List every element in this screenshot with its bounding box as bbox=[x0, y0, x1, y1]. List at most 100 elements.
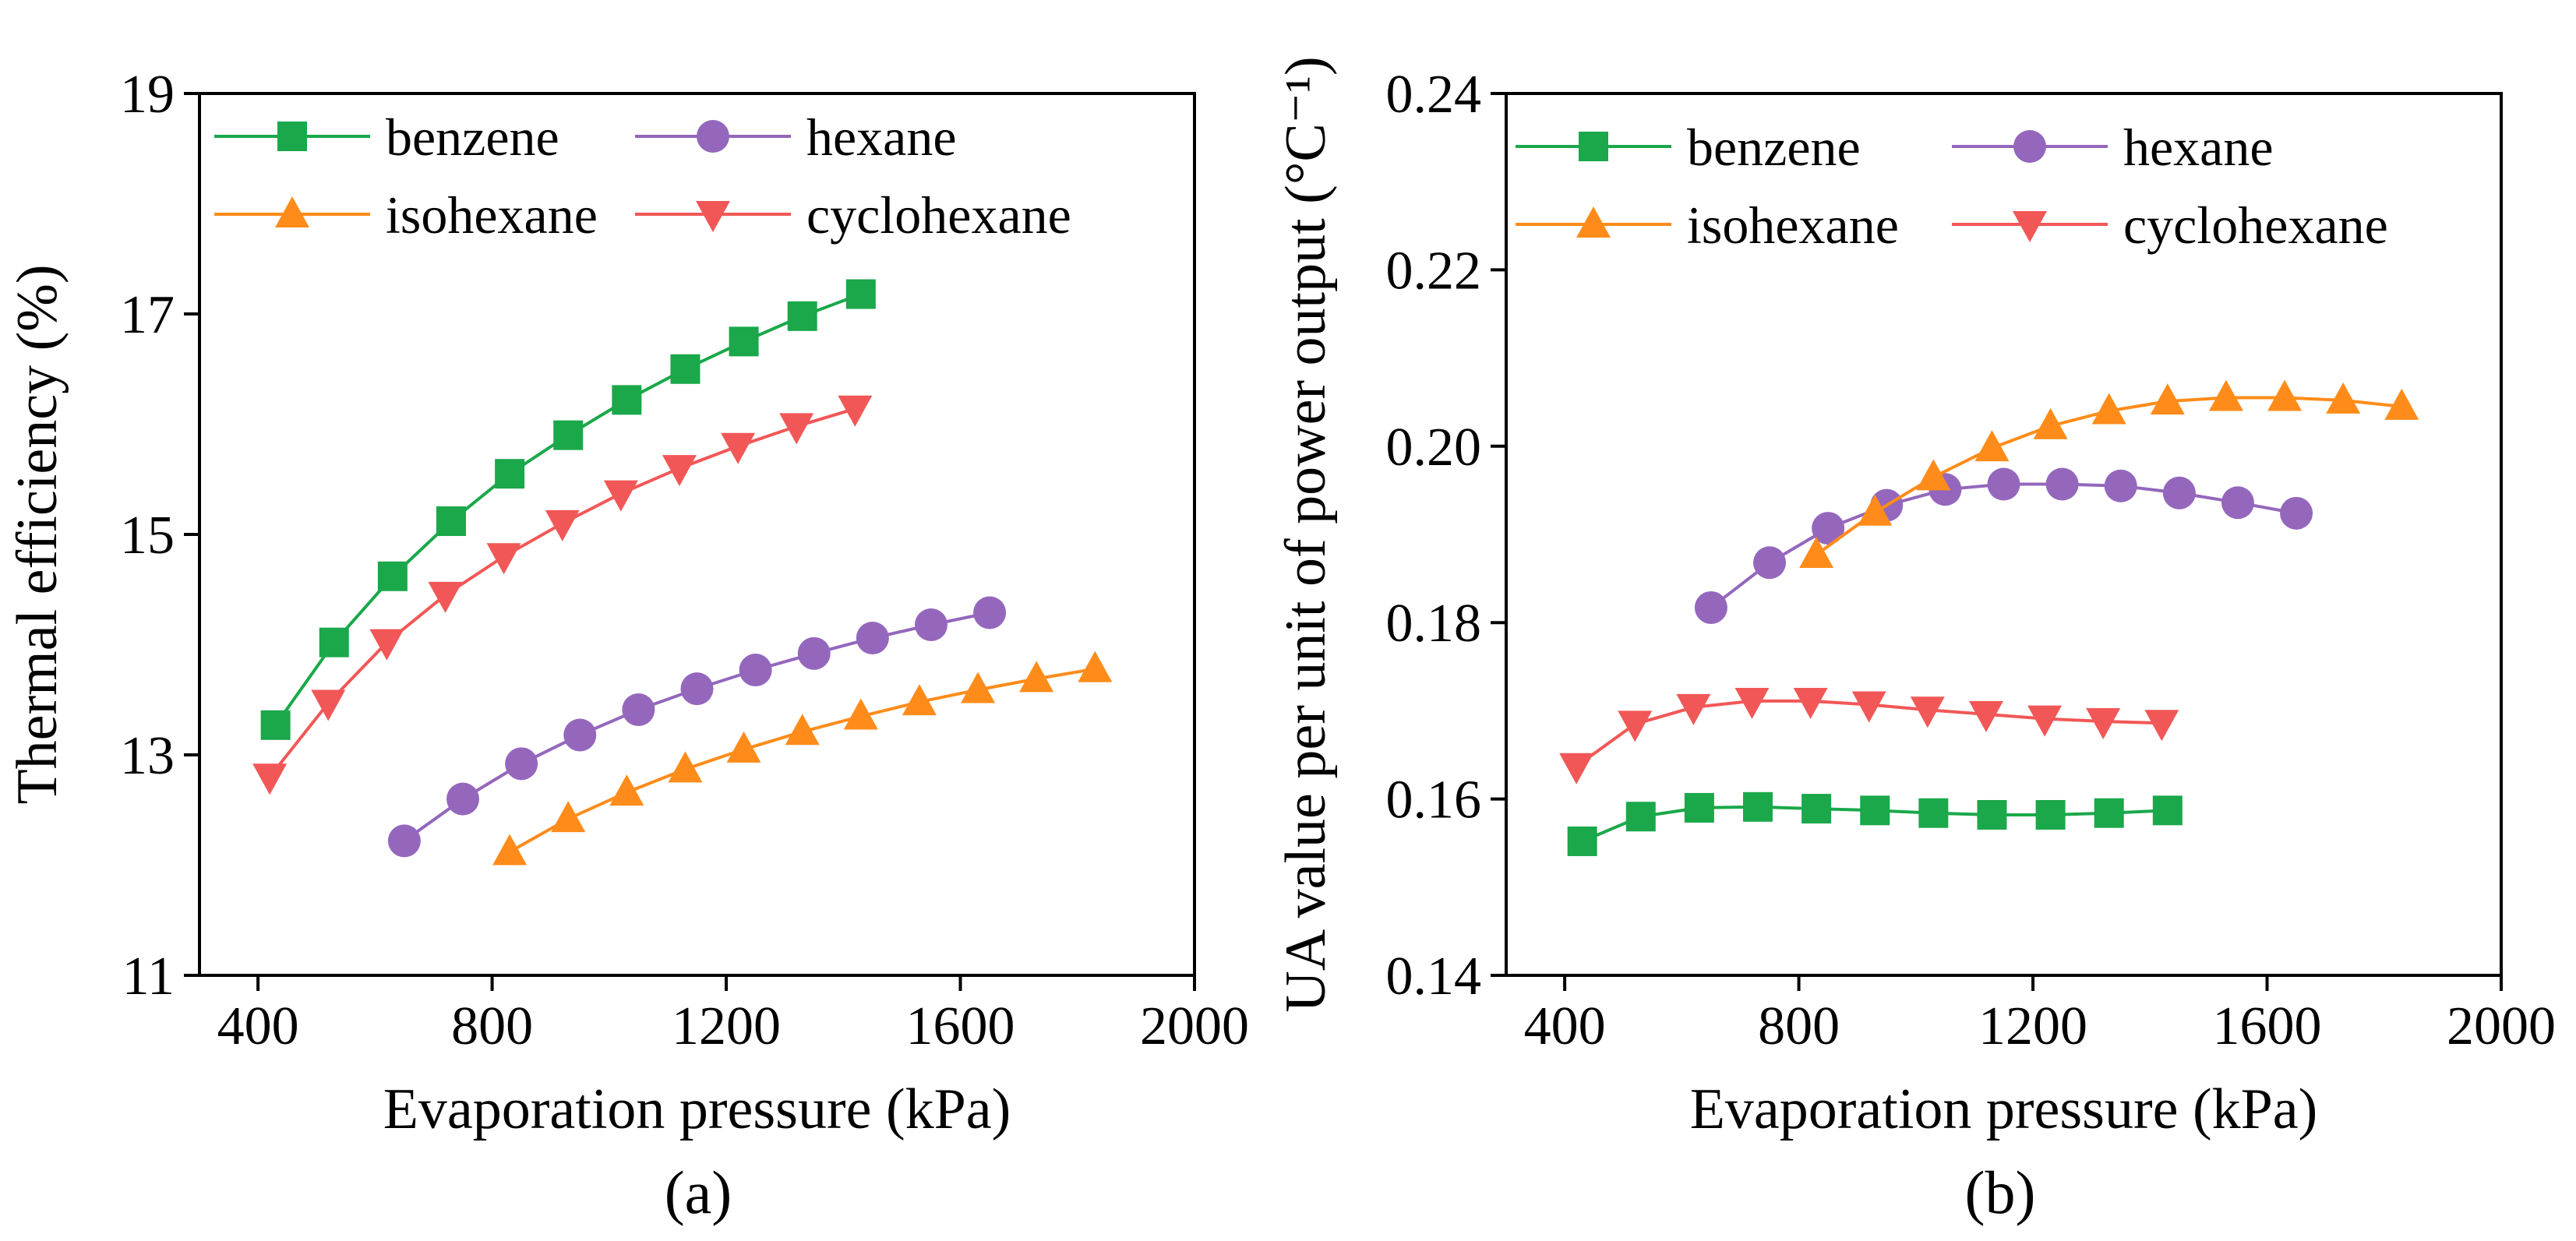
x-tick-label: 400 bbox=[217, 996, 299, 1056]
data-point-isohexane bbox=[551, 801, 585, 832]
x-tick-label: 400 bbox=[1524, 996, 1606, 1056]
data-point-cyclohexane bbox=[487, 543, 521, 574]
data-point-benzene bbox=[1918, 799, 1948, 828]
data-point-hexane bbox=[505, 747, 538, 780]
data-point-cyclohexane bbox=[2144, 710, 2179, 741]
y-tick-label: 15 bbox=[120, 506, 175, 566]
data-point-cyclohexane bbox=[662, 455, 697, 486]
data-point-benzene bbox=[1743, 792, 1773, 822]
data-point-cyclohexane bbox=[1618, 710, 1652, 742]
data-point-hexane bbox=[2280, 497, 2313, 530]
data-point-hexane bbox=[856, 622, 889, 654]
y-tick-label: 0.18 bbox=[1386, 594, 1482, 654]
x-tick-label: 800 bbox=[451, 996, 533, 1056]
data-point-hexane bbox=[388, 824, 421, 857]
legend-marker-cyclohexane bbox=[2013, 211, 2047, 242]
data-point-cyclohexane bbox=[779, 413, 813, 444]
panel-a: 400 800 1200 1600 2000 11 13 15 17 19 Evaporation … bbox=[5, 65, 1249, 1226]
data-point-benzene bbox=[495, 459, 524, 488]
data-point-benzene bbox=[1977, 800, 2006, 830]
series-line-hexane bbox=[1711, 485, 2296, 608]
data-point-cyclohexane bbox=[1559, 753, 1593, 784]
legend-label-benzene: benzene bbox=[1687, 118, 1861, 177]
data-point-isohexane bbox=[2267, 380, 2302, 411]
data-point-hexane bbox=[2105, 470, 2137, 502]
y-tick-label: 0.16 bbox=[1386, 770, 1482, 830]
data-point-cyclohexane bbox=[428, 582, 462, 613]
figure: 400 800 1200 1600 20001113151719Evaporation … bbox=[0, 0, 2576, 1241]
y-axis-label: Thermal efficiency (%) bbox=[5, 264, 69, 804]
data-point-isohexane bbox=[2209, 380, 2243, 411]
y-tick-label: 13 bbox=[120, 726, 175, 786]
data-point-cyclohexane bbox=[604, 481, 638, 512]
data-point-benzene bbox=[846, 280, 876, 309]
data-point-benzene bbox=[1860, 795, 1890, 825]
x-tick-label: 1200 bbox=[672, 996, 781, 1056]
data-point-hexane bbox=[563, 719, 596, 752]
data-point-benzene bbox=[2094, 799, 2124, 828]
data-point-benzene bbox=[612, 385, 641, 414]
x-tick-label: 800 bbox=[1758, 996, 1840, 1056]
legend-marker-hexane bbox=[697, 120, 729, 153]
legend-marker-benzene bbox=[1579, 132, 1608, 161]
data-point-cyclohexane bbox=[252, 763, 287, 795]
data-point-cyclohexane bbox=[545, 510, 580, 541]
legend-label-cyclohexane: cyclohexane bbox=[2123, 196, 2388, 255]
legend-marker-isohexane bbox=[275, 196, 309, 227]
data-point-hexane bbox=[798, 637, 831, 670]
legend-label-isohexane: isohexane bbox=[386, 185, 598, 245]
data-point-cyclohexane bbox=[2027, 706, 2062, 737]
data-point-isohexane bbox=[609, 774, 644, 806]
data-point-hexane bbox=[1695, 591, 1727, 624]
series-line-hexane bbox=[404, 613, 990, 841]
legend-marker-cyclohexane bbox=[696, 201, 730, 232]
y-tick-label: 17 bbox=[120, 285, 175, 345]
data-point-hexane bbox=[681, 672, 714, 705]
data-point-benzene bbox=[436, 506, 466, 536]
data-point-hexane bbox=[2163, 477, 2196, 509]
y-tick-label: 11 bbox=[122, 947, 175, 1007]
data-point-benzene bbox=[2153, 795, 2183, 825]
x-tick-label: 1600 bbox=[906, 996, 1015, 1056]
data-point-benzene bbox=[261, 710, 291, 740]
data-point-isohexane bbox=[1974, 430, 2009, 461]
panel-label: (a) bbox=[665, 1158, 732, 1226]
data-point-hexane bbox=[2221, 486, 2254, 519]
series-line-cyclohexane bbox=[270, 409, 855, 777]
data-point-benzene bbox=[1801, 794, 1831, 823]
y-tick-label: 0.14 bbox=[1386, 947, 1482, 1007]
data-point-isohexane bbox=[492, 834, 527, 866]
data-point-hexane bbox=[1988, 467, 2020, 500]
data-point-hexane bbox=[915, 608, 947, 641]
data-point-benzene bbox=[1626, 802, 1656, 831]
data-point-benzene bbox=[319, 628, 349, 658]
y-axis-label: UA value per unit of power output (°C⁻¹) bbox=[1274, 56, 1338, 1012]
data-point-benzene bbox=[2036, 800, 2066, 830]
data-point-isohexane bbox=[2151, 383, 2185, 414]
data-point-cyclohexane bbox=[2086, 708, 2120, 739]
data-point-benzene bbox=[670, 354, 700, 384]
y-tick-label: 0.24 bbox=[1386, 65, 1482, 125]
data-point-benzene bbox=[1685, 793, 1714, 823]
data-point-benzene bbox=[553, 421, 583, 450]
y-tick-label: 0.20 bbox=[1386, 418, 1482, 478]
y-tick-label: 0.22 bbox=[1386, 241, 1482, 301]
x-tick-label: 2000 bbox=[1140, 996, 1249, 1056]
data-point-hexane bbox=[1753, 546, 1786, 579]
x-tick-label: 1200 bbox=[1978, 996, 2087, 1056]
legend-label-isohexane: isohexane bbox=[1687, 196, 1899, 255]
data-point-hexane bbox=[973, 596, 1006, 629]
data-point-cyclohexane bbox=[721, 433, 755, 464]
data-point-benzene bbox=[1568, 827, 1597, 856]
legend-marker-benzene bbox=[277, 122, 307, 151]
data-point-hexane bbox=[2046, 467, 2079, 500]
data-point-benzene bbox=[378, 562, 408, 591]
legend-label-hexane: hexane bbox=[2123, 118, 2274, 177]
data-point-isohexane bbox=[1078, 651, 1112, 682]
data-point-hexane bbox=[446, 783, 479, 816]
data-point-isohexane bbox=[2326, 383, 2360, 414]
x-tick-label: 1600 bbox=[2213, 996, 2322, 1056]
panel-label: (b) bbox=[1965, 1158, 2036, 1226]
data-point-hexane bbox=[622, 693, 655, 726]
data-point-benzene bbox=[788, 301, 817, 331]
